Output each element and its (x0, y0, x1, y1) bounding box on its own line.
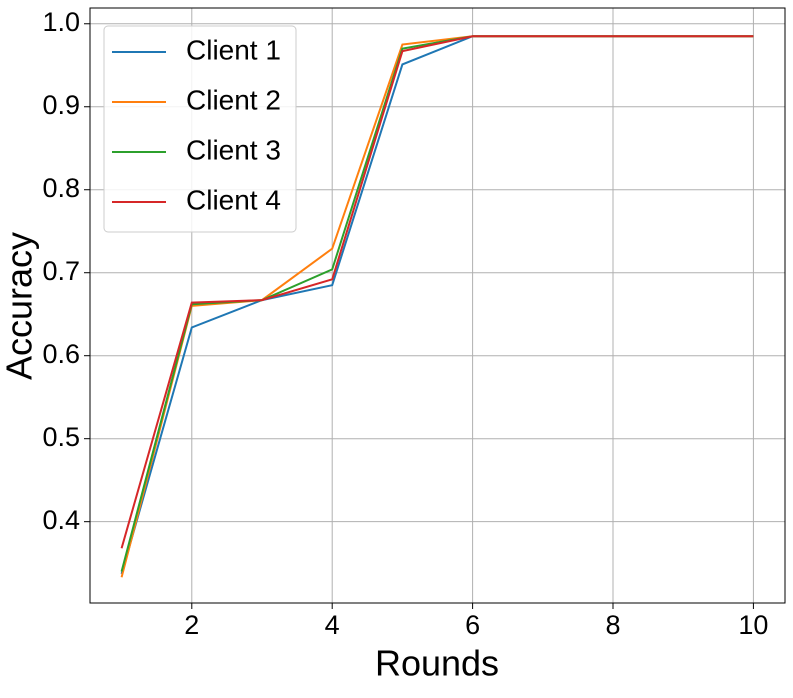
legend-label: Client 3 (186, 134, 281, 165)
legend-label: Client 4 (186, 184, 281, 215)
x-tick-label: 2 (184, 610, 199, 640)
y-axis-label: Accuracy (0, 232, 40, 380)
y-tick-label: 0.7 (42, 256, 80, 286)
y-tick-label: 0.4 (42, 505, 80, 535)
x-tick-label: 6 (465, 610, 480, 640)
line-series (120, 35, 754, 549)
x-tick-label: 4 (325, 610, 340, 640)
x-tick-label: 8 (605, 610, 620, 640)
y-tick-label: 0.9 (42, 90, 80, 120)
plot-frame (89, 7, 786, 604)
x-tick-label: 10 (738, 610, 768, 640)
y-tick-label: 0.5 (42, 422, 80, 452)
y-tick-label: 1.0 (42, 7, 80, 37)
legend-label: Client 2 (186, 84, 281, 115)
legend-box (103, 25, 297, 233)
x-axis-label: Rounds (375, 643, 499, 684)
y-tick-label: 0.8 (42, 173, 80, 203)
legend-label: Client 1 (186, 34, 281, 65)
y-tick-label: 0.6 (42, 339, 80, 369)
